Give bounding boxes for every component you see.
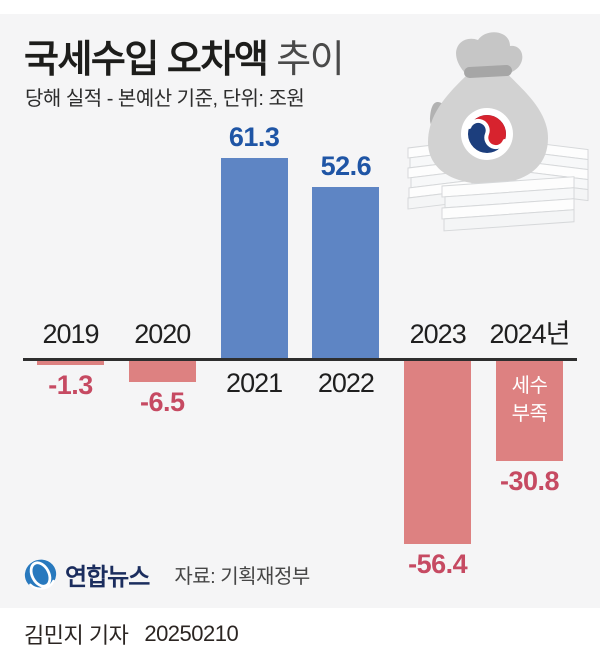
axis-label-2021: 2021: [226, 367, 283, 398]
axis-label-2022: 2022: [317, 367, 375, 398]
korea-government-emblem: [461, 108, 513, 160]
x-axis-line: [23, 358, 577, 361]
title-main: 국세수입 오차액: [24, 39, 269, 81]
value-label-2021: 61.3: [228, 122, 280, 153]
bar-2022: [312, 186, 380, 358]
bar-annotation: 세수 부족: [511, 374, 548, 425]
axis-label-2019: 2019: [42, 319, 99, 349]
bar-2021: [220, 158, 288, 358]
bar-2019: [37, 360, 104, 365]
footer: 연합뉴스 자료: 기획재정부: [22, 554, 310, 594]
bill-stack-front: [441, 176, 575, 232]
value-label-2024년: -30.8: [499, 465, 560, 496]
axis-label-2024년: 2024년: [489, 319, 571, 349]
logo-text: 연합뉴스: [65, 563, 150, 591]
page-title: 국세수입 오차액 추이: [24, 28, 345, 83]
value-label-2022: 52.6: [320, 150, 372, 181]
bar-2020: [128, 360, 196, 382]
value-label-2020: -6.5: [140, 386, 185, 417]
chart-panel: 국세수입 오차액 추이 당해 실적 - 본예산 기준, 단위: 조원: [0, 14, 600, 608]
bar-2024년: 세수 부족: [496, 360, 563, 461]
value-label-2023: -56.4: [408, 549, 468, 580]
byline: 김민지 기자 20250210: [24, 604, 584, 664]
bar-chart: 2019 -1.3 2020 -6.5 2021 61.3 2022 52.6 2023 -56.…: [0, 14, 600, 608]
value-label-2019: -1.3: [48, 369, 93, 400]
source-text: 자료: 기획재정부: [174, 565, 310, 588]
bar-2023: [404, 360, 472, 545]
axis-label-2020: 2020: [134, 319, 191, 349]
reporter-name: 김민지 기자: [24, 623, 129, 648]
money-bag-icon: [407, 32, 589, 232]
axis-label-2023: 2023: [409, 319, 467, 349]
title-suffix: 추이: [276, 39, 344, 81]
yonhap-logo-icon: [24, 559, 57, 590]
publish-date: 20250210: [144, 621, 239, 646]
chart-subtitle: 당해 실적 - 본예산 기준, 단위: 조원: [25, 88, 305, 110]
